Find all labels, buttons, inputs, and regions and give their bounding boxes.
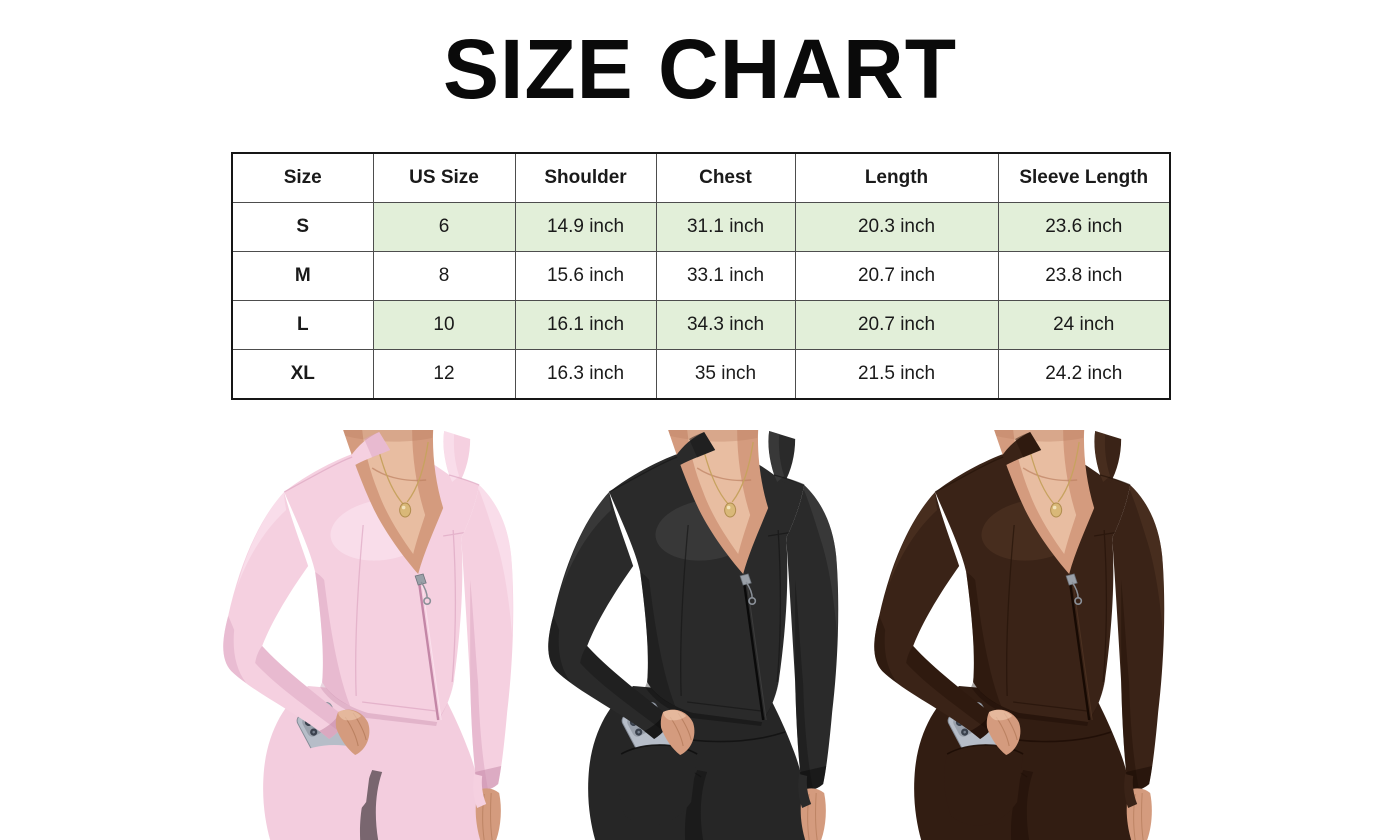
size-table: Size US Size Shoulder Chest Length Sleev… [231, 152, 1171, 400]
cell-size: M [231, 251, 374, 301]
column-header-length: Length [794, 152, 999, 203]
model-illustration-black [537, 430, 862, 840]
cell-us-size: 8 [372, 251, 516, 301]
product-image-black [537, 430, 862, 840]
cell-shoulder: 16.3 inch [514, 349, 657, 400]
cell-chest: 33.1 inch [655, 251, 796, 301]
table-row-l: L 10 16.1 inch 34.3 inch 20.7 inch 24 in… [231, 300, 1171, 350]
cell-chest: 31.1 inch [655, 202, 796, 252]
header-row: Size US Size Shoulder Chest Length Sleev… [231, 152, 1171, 203]
product-image-pink [212, 430, 537, 840]
cell-size: S [231, 202, 374, 252]
page-title: SIZE CHART [443, 22, 957, 116]
model-illustration-pink [212, 430, 537, 840]
cell-length: 21.5 inch [794, 349, 999, 400]
cell-us-size: 6 [372, 202, 516, 252]
cell-sleeve-length: 24.2 inch [997, 349, 1171, 400]
column-header-chest: Chest [655, 152, 796, 203]
cell-length: 20.7 inch [794, 300, 999, 350]
cell-sleeve-length: 24 inch [997, 300, 1171, 350]
cell-us-size: 10 [372, 300, 516, 350]
cell-shoulder: 16.1 inch [514, 300, 657, 350]
cell-sleeve-length: 23.8 inch [997, 251, 1171, 301]
cell-shoulder: 14.9 inch [514, 202, 657, 252]
product-images [212, 430, 1188, 840]
cell-chest: 35 inch [655, 349, 796, 400]
column-header-us-size: US Size [372, 152, 516, 203]
cell-size: L [231, 300, 374, 350]
product-image-brown [863, 430, 1188, 840]
column-header-shoulder: Shoulder [514, 152, 657, 203]
column-header-sleeve-length: Sleeve Length [997, 152, 1171, 203]
cell-us-size: 12 [372, 349, 516, 400]
cell-length: 20.7 inch [794, 251, 999, 301]
table-row-s: S 6 14.9 inch 31.1 inch 20.3 inch 23.6 i… [231, 202, 1171, 252]
model-illustration-brown [863, 430, 1188, 840]
column-header-size: Size [231, 152, 374, 203]
cell-length: 20.3 inch [794, 202, 999, 252]
table-row-xl: XL 12 16.3 inch 35 inch 21.5 inch 24.2 i… [231, 349, 1171, 400]
table-row-m: M 8 15.6 inch 33.1 inch 20.7 inch 23.8 i… [231, 251, 1171, 301]
cell-sleeve-length: 23.6 inch [997, 202, 1171, 252]
cell-shoulder: 15.6 inch [514, 251, 657, 301]
cell-chest: 34.3 inch [655, 300, 796, 350]
cell-size: XL [231, 349, 374, 400]
size-table-header: Size US Size Shoulder Chest Length Sleev… [231, 152, 1171, 203]
